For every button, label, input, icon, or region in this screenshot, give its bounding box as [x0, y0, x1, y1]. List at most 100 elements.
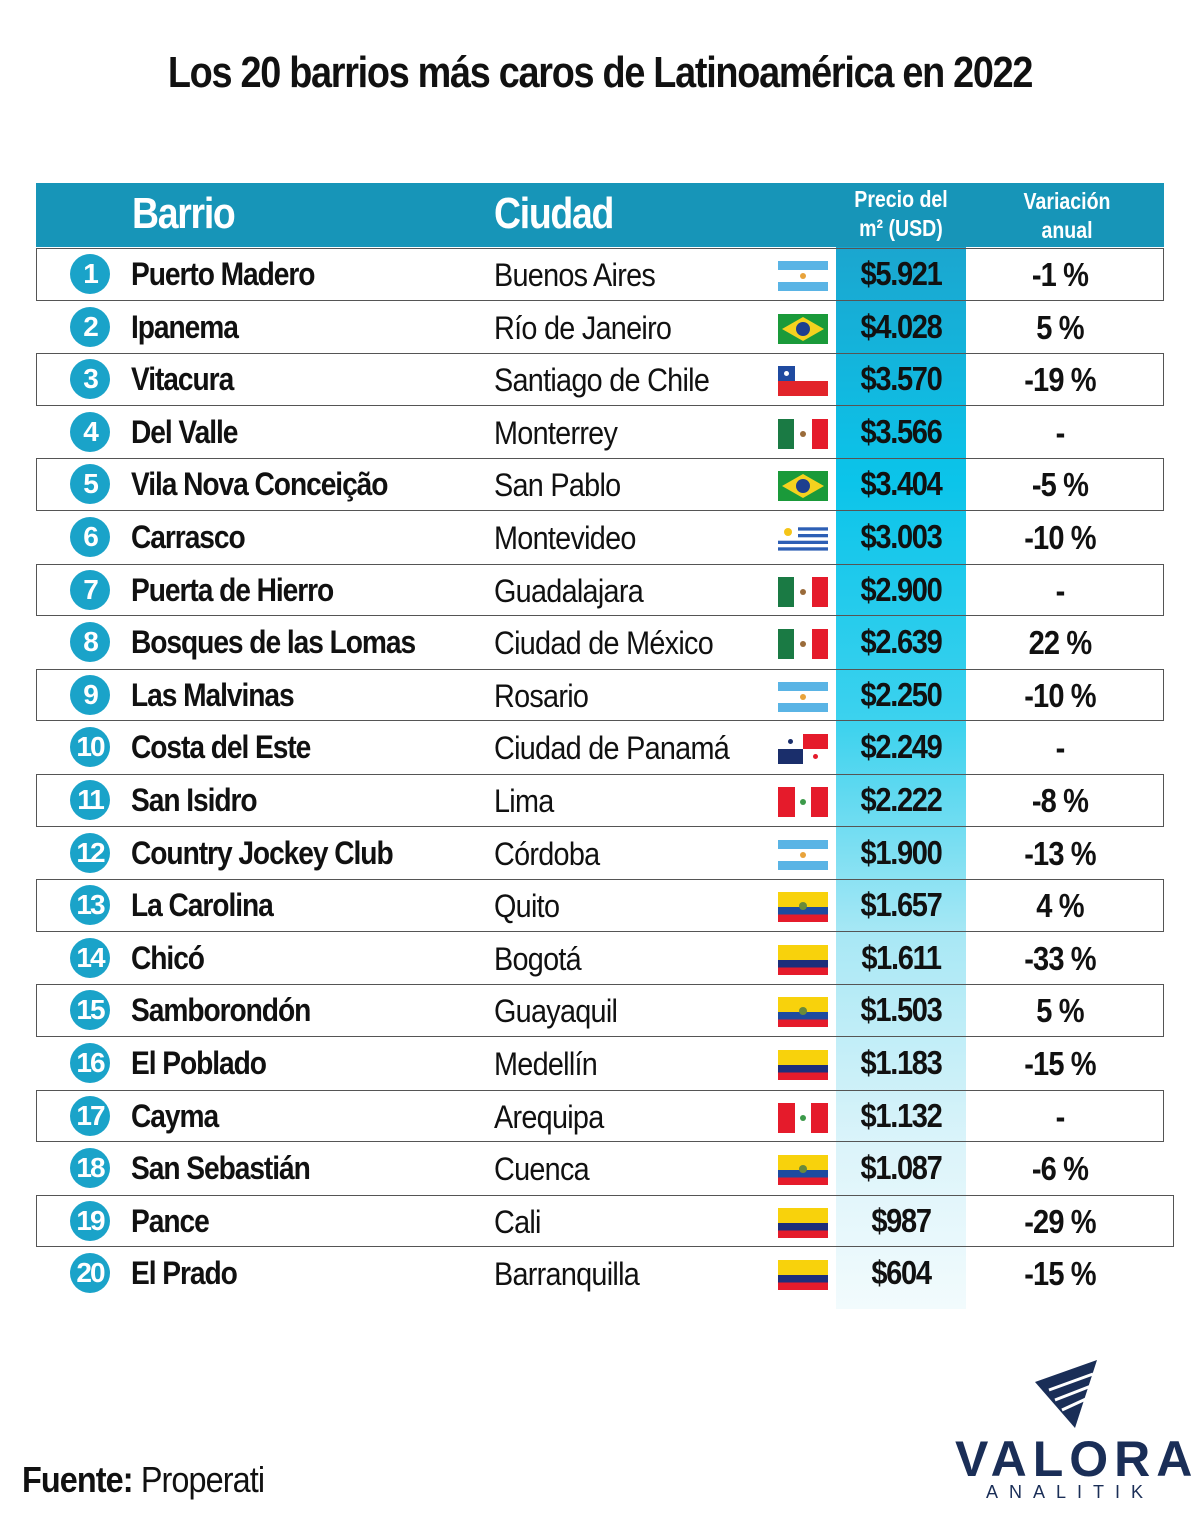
- column-header-precio-line1: Precio del: [854, 186, 948, 212]
- barrio-name: Samborondón: [131, 992, 311, 1029]
- ciudad-name: Guadalajara: [494, 572, 644, 609]
- table-row: 4 Del Valle Monterrey $3.566 -: [0, 406, 1200, 459]
- ciudad-name: Córdoba: [494, 835, 600, 872]
- variation-value: 4 %: [1036, 887, 1084, 925]
- price-value: $1.132: [860, 1096, 943, 1134]
- price-column-highlight: [836, 247, 966, 1309]
- mexico-flag-icon: [778, 418, 828, 449]
- mexico-flag-icon: [778, 576, 828, 607]
- price-value: $1.183: [860, 1043, 943, 1081]
- rank-badge: 18: [70, 1148, 110, 1189]
- barrio-name: La Carolina: [131, 887, 274, 924]
- column-header-precio: Precio del m² (USD): [846, 185, 957, 243]
- barrio-name: Puerto Madero: [131, 256, 315, 292]
- barrio-name: San Isidro: [131, 781, 258, 818]
- ciudad-name: Medellín: [494, 1045, 598, 1082]
- barrio-name: Puerta de Hierro: [131, 571, 334, 608]
- colombia-flag-icon: [778, 1049, 828, 1080]
- variation-value: -: [1055, 571, 1066, 609]
- price-value: $1.503: [860, 991, 943, 1029]
- price-value: $1.900: [860, 833, 943, 871]
- price-value: $1.657: [860, 886, 943, 924]
- price-value: $2.900: [860, 570, 943, 608]
- ciudad-name: Río de Janeiro: [494, 309, 672, 346]
- variation-value: -15 %: [1024, 1255, 1096, 1293]
- price-value: $2.249: [860, 728, 943, 766]
- rank-badge: 2: [70, 306, 110, 347]
- price-value: $3.570: [860, 360, 943, 398]
- price-value: $2.639: [860, 623, 943, 661]
- barrio-name: El Poblado: [131, 1044, 267, 1081]
- barrio-name: Cayma: [131, 1097, 219, 1134]
- column-header-precio-line2: m² (USD): [859, 215, 943, 241]
- table-row: 15 Samborondón Guayaquil $1.503 5 %: [0, 984, 1200, 1037]
- variation-value: -5 %: [1031, 466, 1089, 504]
- ciudad-name: Cali: [494, 1203, 541, 1240]
- table-body: 1 Puerto Madero Buenos Aires $5.921 -1 % 2 Ipa…: [0, 248, 1200, 1300]
- source-note: Fuente: Properati: [22, 1459, 265, 1501]
- rank-badge: 19: [70, 1200, 110, 1241]
- ciudad-name: Buenos Aires: [494, 257, 656, 293]
- rank-badge: 15: [70, 990, 110, 1031]
- table-row: 18 San Sebastián Cuenca $1.087 -6 %: [0, 1142, 1200, 1195]
- ciudad-name: Quito: [494, 888, 560, 925]
- variation-value: -: [1055, 1097, 1066, 1135]
- ciudad-name: Lima: [494, 782, 554, 819]
- ciudad-name: Barranquilla: [494, 1256, 640, 1293]
- variation-value: 22 %: [1028, 624, 1093, 662]
- mexico-flag-icon: [778, 629, 828, 660]
- barrio-name: Vila Nova Conceição: [131, 466, 388, 503]
- chile-flag-icon: [778, 366, 828, 397]
- ciudad-name: Guayaquil: [494, 993, 618, 1030]
- variation-value: 5 %: [1036, 992, 1084, 1030]
- price-value: $4.028: [860, 307, 943, 345]
- table-row: 13 La Carolina Quito $1.657 4 %: [0, 879, 1200, 932]
- ciudad-name: Cuenca: [494, 1151, 590, 1188]
- table-row: 9 Las Malvinas Rosario $2.250 -10 %: [0, 668, 1200, 722]
- price-value: $1.087: [860, 1149, 943, 1187]
- argentina-flag-icon: [778, 261, 828, 291]
- rank-badge: 12: [70, 832, 110, 873]
- variation-value: -10 %: [1024, 518, 1096, 556]
- argentina-flag-icon: [778, 839, 828, 870]
- table-row: 12 Country Jockey Club Córdoba $1.900 -13 %: [0, 827, 1200, 880]
- price-value: $3.404: [860, 465, 943, 503]
- column-header-barrio: Barrio: [132, 189, 236, 238]
- barrio-name: San Sebastián: [131, 1150, 311, 1187]
- price-value: $987: [871, 1201, 932, 1239]
- variation-value: -19 %: [1024, 361, 1096, 399]
- barrio-name: Vitacura: [131, 361, 234, 398]
- rank-badge: 9: [70, 674, 110, 715]
- rank-badge: 8: [70, 622, 110, 663]
- variation-value: -29 %: [1024, 1202, 1096, 1240]
- column-header-ciudad: Ciudad: [494, 189, 614, 238]
- ciudad-name: Monterrey: [494, 414, 618, 451]
- table-row: 3 Vitacura Santiago de Chile $3.570 -19 %: [0, 353, 1200, 406]
- variation-value: -10 %: [1024, 676, 1096, 714]
- logo-subtitle: ANALITIK: [985, 1482, 1155, 1502]
- rank-badge: 13: [70, 885, 110, 926]
- table-row: 16 El Poblado Medellín $1.183 -15 %: [0, 1037, 1200, 1090]
- rank-badge: 7: [70, 569, 110, 610]
- page-title: Los 20 barrios más caros de Latinoaméric…: [167, 48, 1034, 97]
- ciudad-name: Rosario: [494, 677, 589, 714]
- ciudad-name: Arequipa: [494, 1098, 604, 1135]
- brazil-flag-icon: [778, 471, 828, 502]
- rank-badge: 20: [70, 1253, 110, 1294]
- ciudad-name: Santiago de Chile: [494, 362, 710, 399]
- table-row: 17 Cayma Arequipa $1.132 -: [0, 1089, 1200, 1143]
- variation-value: -8 %: [1031, 781, 1089, 819]
- barrio-name: El Prado: [131, 1255, 238, 1292]
- variation-value: -: [1055, 413, 1066, 451]
- valora-analitik-logo: VALORA ANALITIK: [955, 1360, 1192, 1510]
- rank-badge: 16: [70, 1042, 110, 1083]
- price-value: $2.222: [860, 780, 943, 818]
- barrio-name: Chicó: [131, 939, 205, 976]
- variation-value: -1 %: [1031, 256, 1089, 293]
- rank-badge: 10: [70, 727, 110, 768]
- colombia-flag-icon: [778, 944, 828, 975]
- price-value: $5.921: [860, 255, 943, 292]
- peru-flag-icon: [778, 786, 828, 817]
- barrio-name: Costa del Este: [131, 729, 311, 766]
- ciudad-name: Ciudad de México: [494, 625, 714, 662]
